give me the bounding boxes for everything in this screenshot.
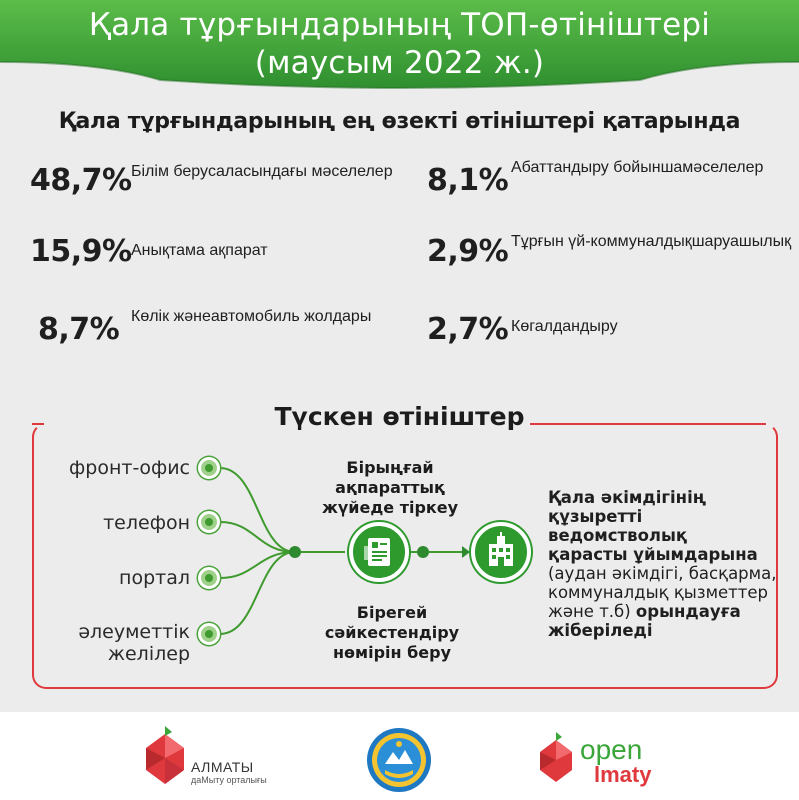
stat-housing: 2,9% xyxy=(427,234,509,269)
result-text: жіберіледі xyxy=(548,621,653,640)
agency-step xyxy=(471,522,531,582)
almaty-apple-logo xyxy=(146,726,184,784)
result-text: (аудан әкімдігі, басқарма, xyxy=(548,564,777,583)
channel-label: портал xyxy=(119,567,190,589)
channel-portal: портал xyxy=(40,567,190,589)
stat-label-line1: Білім беру xyxy=(131,163,208,180)
stat-transport: 8,7% xyxy=(38,312,120,347)
open-almaty-apple-logo xyxy=(540,732,572,782)
channel-node xyxy=(198,457,220,479)
document-system-icon xyxy=(364,538,390,566)
channel-node xyxy=(198,511,220,533)
stat-value: 48,7% xyxy=(30,163,132,198)
stat-value: 8,1% xyxy=(427,163,509,198)
channel-front-office: фронт-офис xyxy=(40,457,190,479)
stat-label-line2: саласындағы мәселелер xyxy=(208,163,393,180)
stat-label: Білім беру саласындағы мәселелер xyxy=(131,163,393,181)
channel-label: желілер xyxy=(107,643,190,665)
stat-label-line1: Көгалдандыру xyxy=(511,318,618,335)
almaty-logo-name: АЛМАТЫ xyxy=(191,759,254,775)
stat-label-line1: Абаттандыру бойынша xyxy=(511,159,683,176)
stat-value: 8,7% xyxy=(38,312,120,347)
footer: АЛМАТЫ даМыту орталығы open lmaty xyxy=(0,712,799,800)
section-subtitle: Қала тұрғындарының ең өзекті өтініштері … xyxy=(58,109,741,134)
result-text: және т.б) xyxy=(548,602,631,621)
stat-improvement: 8,1% xyxy=(427,163,509,198)
title-line-1: Қала тұрғындарының ТОП-өтініштері xyxy=(88,7,711,43)
open-logo-word2: lmaty xyxy=(594,762,652,787)
stat-value: 2,9% xyxy=(427,234,509,269)
frame-top-left xyxy=(32,423,44,425)
stat-education: 48,7% xyxy=(30,163,132,198)
channel-social: әлеуметтік желілер xyxy=(40,621,190,665)
flow-title: Түскен өтініштер xyxy=(274,402,525,431)
register-step xyxy=(349,522,409,582)
channel-label: фронт-офис xyxy=(69,457,190,479)
channel-label: әлеуметтік xyxy=(78,621,190,643)
stat-label: Көгалдандыру xyxy=(511,318,618,336)
stat-label-line2: мәселелер xyxy=(682,159,764,176)
step-label-line: Бірегей сәйкестендіру xyxy=(324,603,460,642)
title-line-2: (маусым 2022 ж.) xyxy=(254,45,545,81)
stat-label: Анықтама ақпарат xyxy=(131,242,268,260)
stat-value: 15,9% xyxy=(30,234,132,269)
stat-label-line2: автомобиль жолдары xyxy=(210,308,372,325)
stat-label-line1: Анықтама ақпарат xyxy=(131,242,268,259)
result-text: құзыретті ведомстволық xyxy=(548,507,688,545)
channel-node xyxy=(198,567,220,589)
open-logo-word: open xyxy=(580,734,643,765)
stat-landscaping: 2,7% xyxy=(427,312,509,347)
channel-label: телефон xyxy=(103,512,190,534)
channel-node xyxy=(198,623,220,645)
flow-frame xyxy=(32,423,778,689)
step-label-line: Бірыңғай ақпараттық xyxy=(335,458,445,497)
stat-label-line1: Тұрғын үй-коммуналдық xyxy=(511,233,692,250)
stat-label: Көлік және автомобиль жолдары xyxy=(131,308,371,326)
almaty-logo-subtitle: даМыту орталығы xyxy=(191,775,267,785)
channel-phone: телефон xyxy=(40,512,190,534)
step-register-label: Бірыңғай ақпараттық жүйеде тіркеу xyxy=(290,458,490,518)
stat-label: Абаттандыру бойынша мәселелер xyxy=(511,159,763,177)
header-banner: Қала тұрғындарының ТОП-өтініштері (маусы… xyxy=(0,0,799,90)
result-text: Қала әкімдігінің xyxy=(548,488,707,507)
result-text: орындауға xyxy=(635,602,741,621)
building-icon xyxy=(489,532,513,566)
page-title: Қала тұрғындарының ТОП-өтініштері (маусы… xyxy=(0,6,799,82)
stat-label-line1: Көлік және xyxy=(131,308,211,325)
step-label-line: жүйеде тіркеу xyxy=(321,498,459,517)
result-text: қарасты ұйымдарына xyxy=(548,545,758,564)
step-label-line: нөмірін беру xyxy=(332,643,452,662)
result-text: коммуналдық қызметтер xyxy=(548,583,769,602)
frame-top-right xyxy=(530,423,766,425)
stat-value: 2,7% xyxy=(427,312,509,347)
stat-label-line2: шаруашылық xyxy=(691,233,792,250)
stat-reference: 15,9% xyxy=(30,234,132,269)
city-emblem-icon xyxy=(367,728,431,792)
result-description: Қала әкімдігінің құзыретті ведомстволық … xyxy=(548,488,778,640)
stat-label: Тұрғын үй-коммуналдық шаруашылық xyxy=(511,233,791,251)
step-id-label: Бірегей сәйкестендіру нөмірін беру xyxy=(292,603,492,663)
